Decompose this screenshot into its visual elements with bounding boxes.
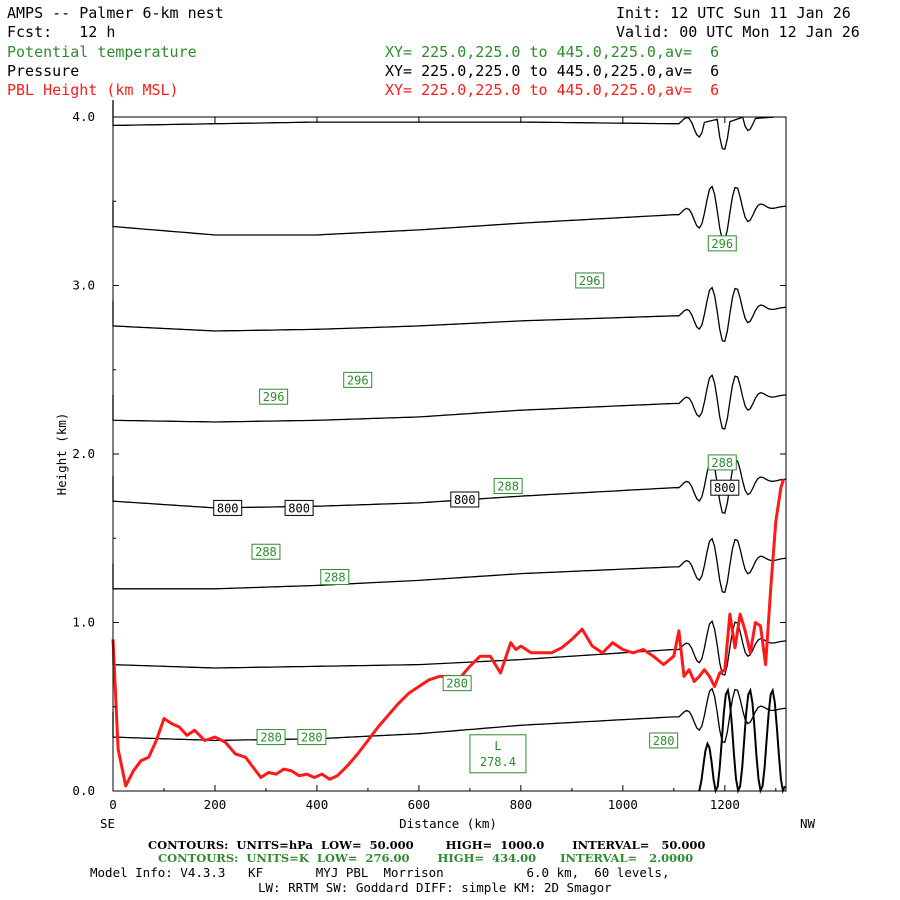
theta-label-box [343,371,373,388]
pressure-contour-line [112,185,787,241]
pressure-contour-line [112,373,787,430]
theta-label: 296 [579,274,601,288]
legend-label-theta: Potential temperature [7,43,197,61]
theta-label-box [649,732,679,749]
low-marker-value: 278.4 [480,755,516,769]
pressure-contour-line [112,100,774,150]
y-tick-label: 2.0 [72,446,95,461]
theta-contours [776,126,786,768]
theta-label: 280 [301,731,323,745]
x-tick-label: 400 [306,797,329,812]
theta-label: 288 [497,480,519,494]
contour-labels: 800 800 800 800 296 296 296 296 288 288 288 288 280 2… [213,235,740,774]
theta-label: 280 [260,731,282,745]
theta-label: 296 [263,390,285,404]
theta-label: 288 [711,456,733,470]
y-tick-label: 4.0 [72,109,95,124]
theta-label: 288 [255,545,277,559]
theta-label-box [320,569,350,586]
se-end-label: SE [100,816,115,831]
pbl-height-line [111,478,785,788]
forecast-hour: Fcst: 12 h [7,23,116,41]
footer-physics-info: LW: RRTM SW: Goddard DIFF: simple KM: 2D… [258,880,612,895]
theta-label-box [251,543,281,560]
axis-ticks: 0 200 400 600 800 1000 1200 0.0 1.0 2.0 3.0 4.0 [72,109,786,812]
pressure-label-box [284,499,314,516]
pressure-contour-line [112,687,787,744]
legend-label-pressure: Pressure [7,62,80,80]
theta-label-box [256,729,286,746]
terrain-line [698,687,786,794]
y-axis-label: Height (km) [54,413,69,496]
pressure-contour-line [112,537,787,594]
x-tick-label: 1000 [608,797,638,812]
y-tick-label: 3.0 [72,278,95,293]
pressure-label-box [213,499,243,516]
x-tick-label: 800 [510,797,533,812]
pressure-contour-line [112,286,787,343]
pressure-label-box [710,479,740,496]
theta-label-box [259,388,289,405]
pressure-label: 800 [454,493,476,507]
theta-label-box [442,675,472,692]
x-tick-label: 1200 [710,797,740,812]
low-marker-box [469,734,527,774]
legend-xy-pbl: XY= 225.0,225.0 to 445.0,225.0,av= 6 [385,81,720,99]
theta-label-box [575,272,605,289]
theta-label: 296 [347,373,369,387]
footer-model-info: Model Info: V4.3.3 KF MYJ PBL Morrison 6… [90,865,670,880]
footer-pressure-contours: CONTOURS: UNITS=hPa LOW= 50.000 HIGH= 10… [148,838,706,852]
legend-xy-pressure: XY= 225.0,225.0 to 445.0,225.0,av= 6 [385,62,720,80]
theta-label: 288 [324,571,346,585]
theta-label-box [707,235,737,252]
x-tick-label: 200 [204,797,227,812]
nw-end-label: NW [800,816,816,831]
legend-xy-theta: XY= 225.0,225.0 to 445.0,225.0,av= 6 [385,43,720,61]
y-tick-label: 1.0 [72,615,95,630]
pressure-label: 800 [288,501,310,515]
pressure-label: 800 [217,501,239,515]
valid-time: Valid: 00 UTC Mon 12 Jan 26 [616,23,860,41]
y-tick-label: 0.0 [72,783,95,798]
theta-label-box [707,454,737,471]
theta-label: 280 [446,677,468,691]
theta-label: 280 [653,734,675,748]
x-tick-label: 0 [109,797,117,812]
pbl-height-series [111,478,785,788]
footer-theta-contours: CONTOURS: UNITS=K LOW= 276.00 HIGH= 434.… [158,851,694,865]
theta-label: 296 [711,237,733,251]
x-axis-label: Distance (km) [399,816,497,831]
low-marker-letter: L [494,739,501,753]
theta-label-box [297,729,327,746]
theta-label-box [493,478,523,495]
x-tick-label: 600 [408,797,431,812]
pressure-label-box [450,491,480,508]
init-time: Init: 12 UTC Sun 11 Jan 26 [616,4,851,22]
pressure-contour-line [112,619,787,676]
pressure-label: 800 [714,481,736,495]
legend-label-pbl: PBL Height (km MSL) [7,81,179,99]
model-title: AMPS -- Palmer 6-km nest [7,4,224,22]
